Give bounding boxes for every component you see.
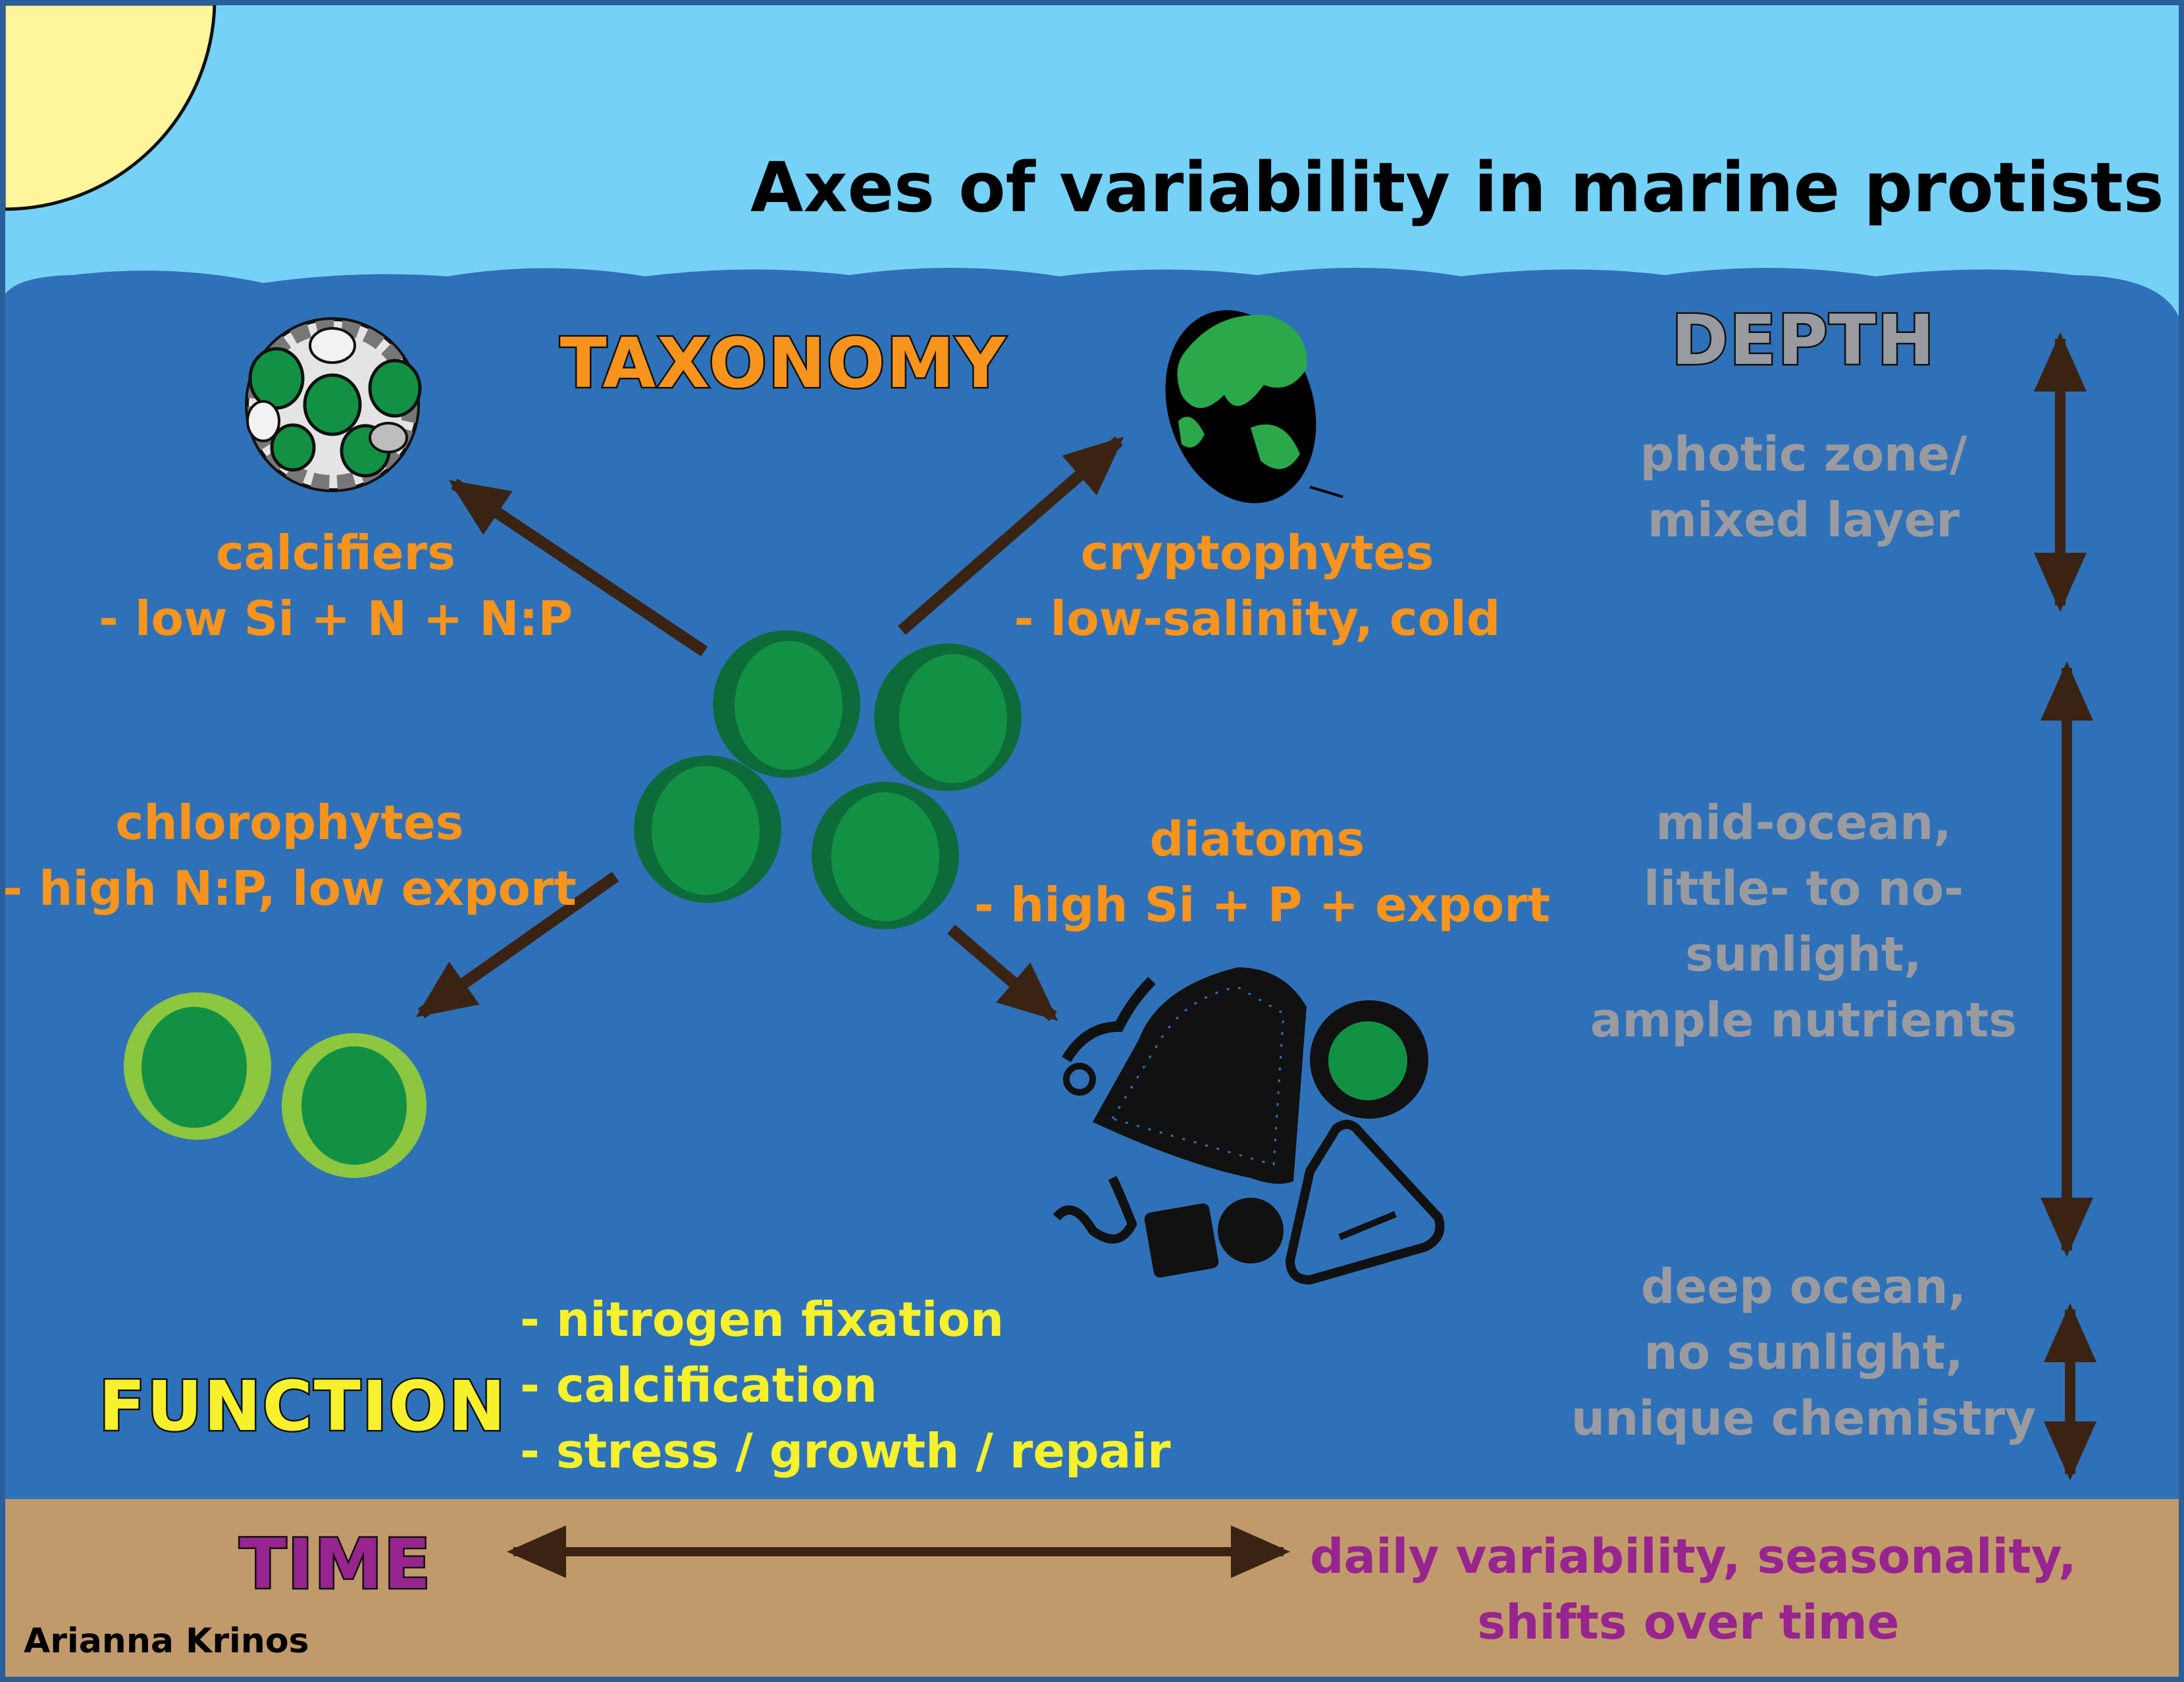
depth-zone-deep-line: no sunlight,: [1644, 1325, 1963, 1380]
depth-zone-photic-line: mixed layer: [1648, 492, 1960, 548]
coccolithophore-icon: [245, 317, 422, 492]
function-heading: FUNCTION: [97, 1366, 507, 1446]
depth-zone-photic-line: photic zone/: [1640, 426, 1967, 482]
sun-icon: [2, 2, 217, 211]
arrow-to-calcifiers: [448, 478, 708, 657]
cryptophytes-label: cryptophytes: [1080, 525, 1434, 580]
function-item: - calcification: [520, 1358, 877, 1413]
arrow-to-chlorophytes: [415, 871, 619, 1019]
chlorophyte-cells-icon: [124, 992, 427, 1178]
depth-zone-mid-line: sunlight,: [1685, 927, 1922, 982]
time-description-line: shifts over time: [1477, 1594, 1900, 1650]
ocean: [0, 267, 2184, 1500]
arrow-to-cryptophytes: [898, 436, 1124, 635]
time-heading: TIME: [238, 1524, 432, 1604]
taxonomy-heading: TAXONOMY: [558, 323, 1007, 403]
cryptophyte-icon: [1165, 310, 1343, 503]
sky: [0, 0, 2184, 316]
depth-zone-deep-line: deep ocean,: [1641, 1259, 1966, 1314]
chlorophytes-label: chlorophytes: [115, 795, 464, 850]
depth-zone-mid-line: little- to no-: [1643, 861, 1964, 916]
diatom-cluster-icon: [1053, 967, 1445, 1285]
depth-zone-mid-line: mid-ocean,: [1655, 795, 1952, 850]
calcifiers-label: calcifiers: [216, 525, 455, 580]
cryptophytes-detail: - low-salinity, cold: [1014, 591, 1501, 646]
central-cells-icon: [634, 630, 1022, 929]
arrow-to-diatoms: [947, 925, 1058, 1021]
diatoms-detail: - high Si + P + export: [974, 877, 1551, 932]
diatoms-label: diatoms: [1149, 811, 1365, 867]
function-item: - stress / growth / repair: [520, 1423, 1171, 1479]
time-description-line: daily variability, seasonality,: [1310, 1529, 2077, 1584]
author-credit: Arianna Krinos: [24, 1621, 309, 1661]
depth-zone-deep-line: unique chemistry: [1571, 1390, 2037, 1446]
depth-zone-mid-line: ample nutrients: [1590, 992, 2017, 1048]
depth-heading: DEPTH: [1670, 300, 1937, 380]
calcifiers-detail: - low Si + N + N:P: [98, 591, 573, 646]
chlorophytes-detail: - high N:P, low export: [3, 861, 577, 916]
page-title: Axes of variability in marine protists: [750, 147, 2164, 228]
function-item: - nitrogen fixation: [520, 1292, 1004, 1347]
